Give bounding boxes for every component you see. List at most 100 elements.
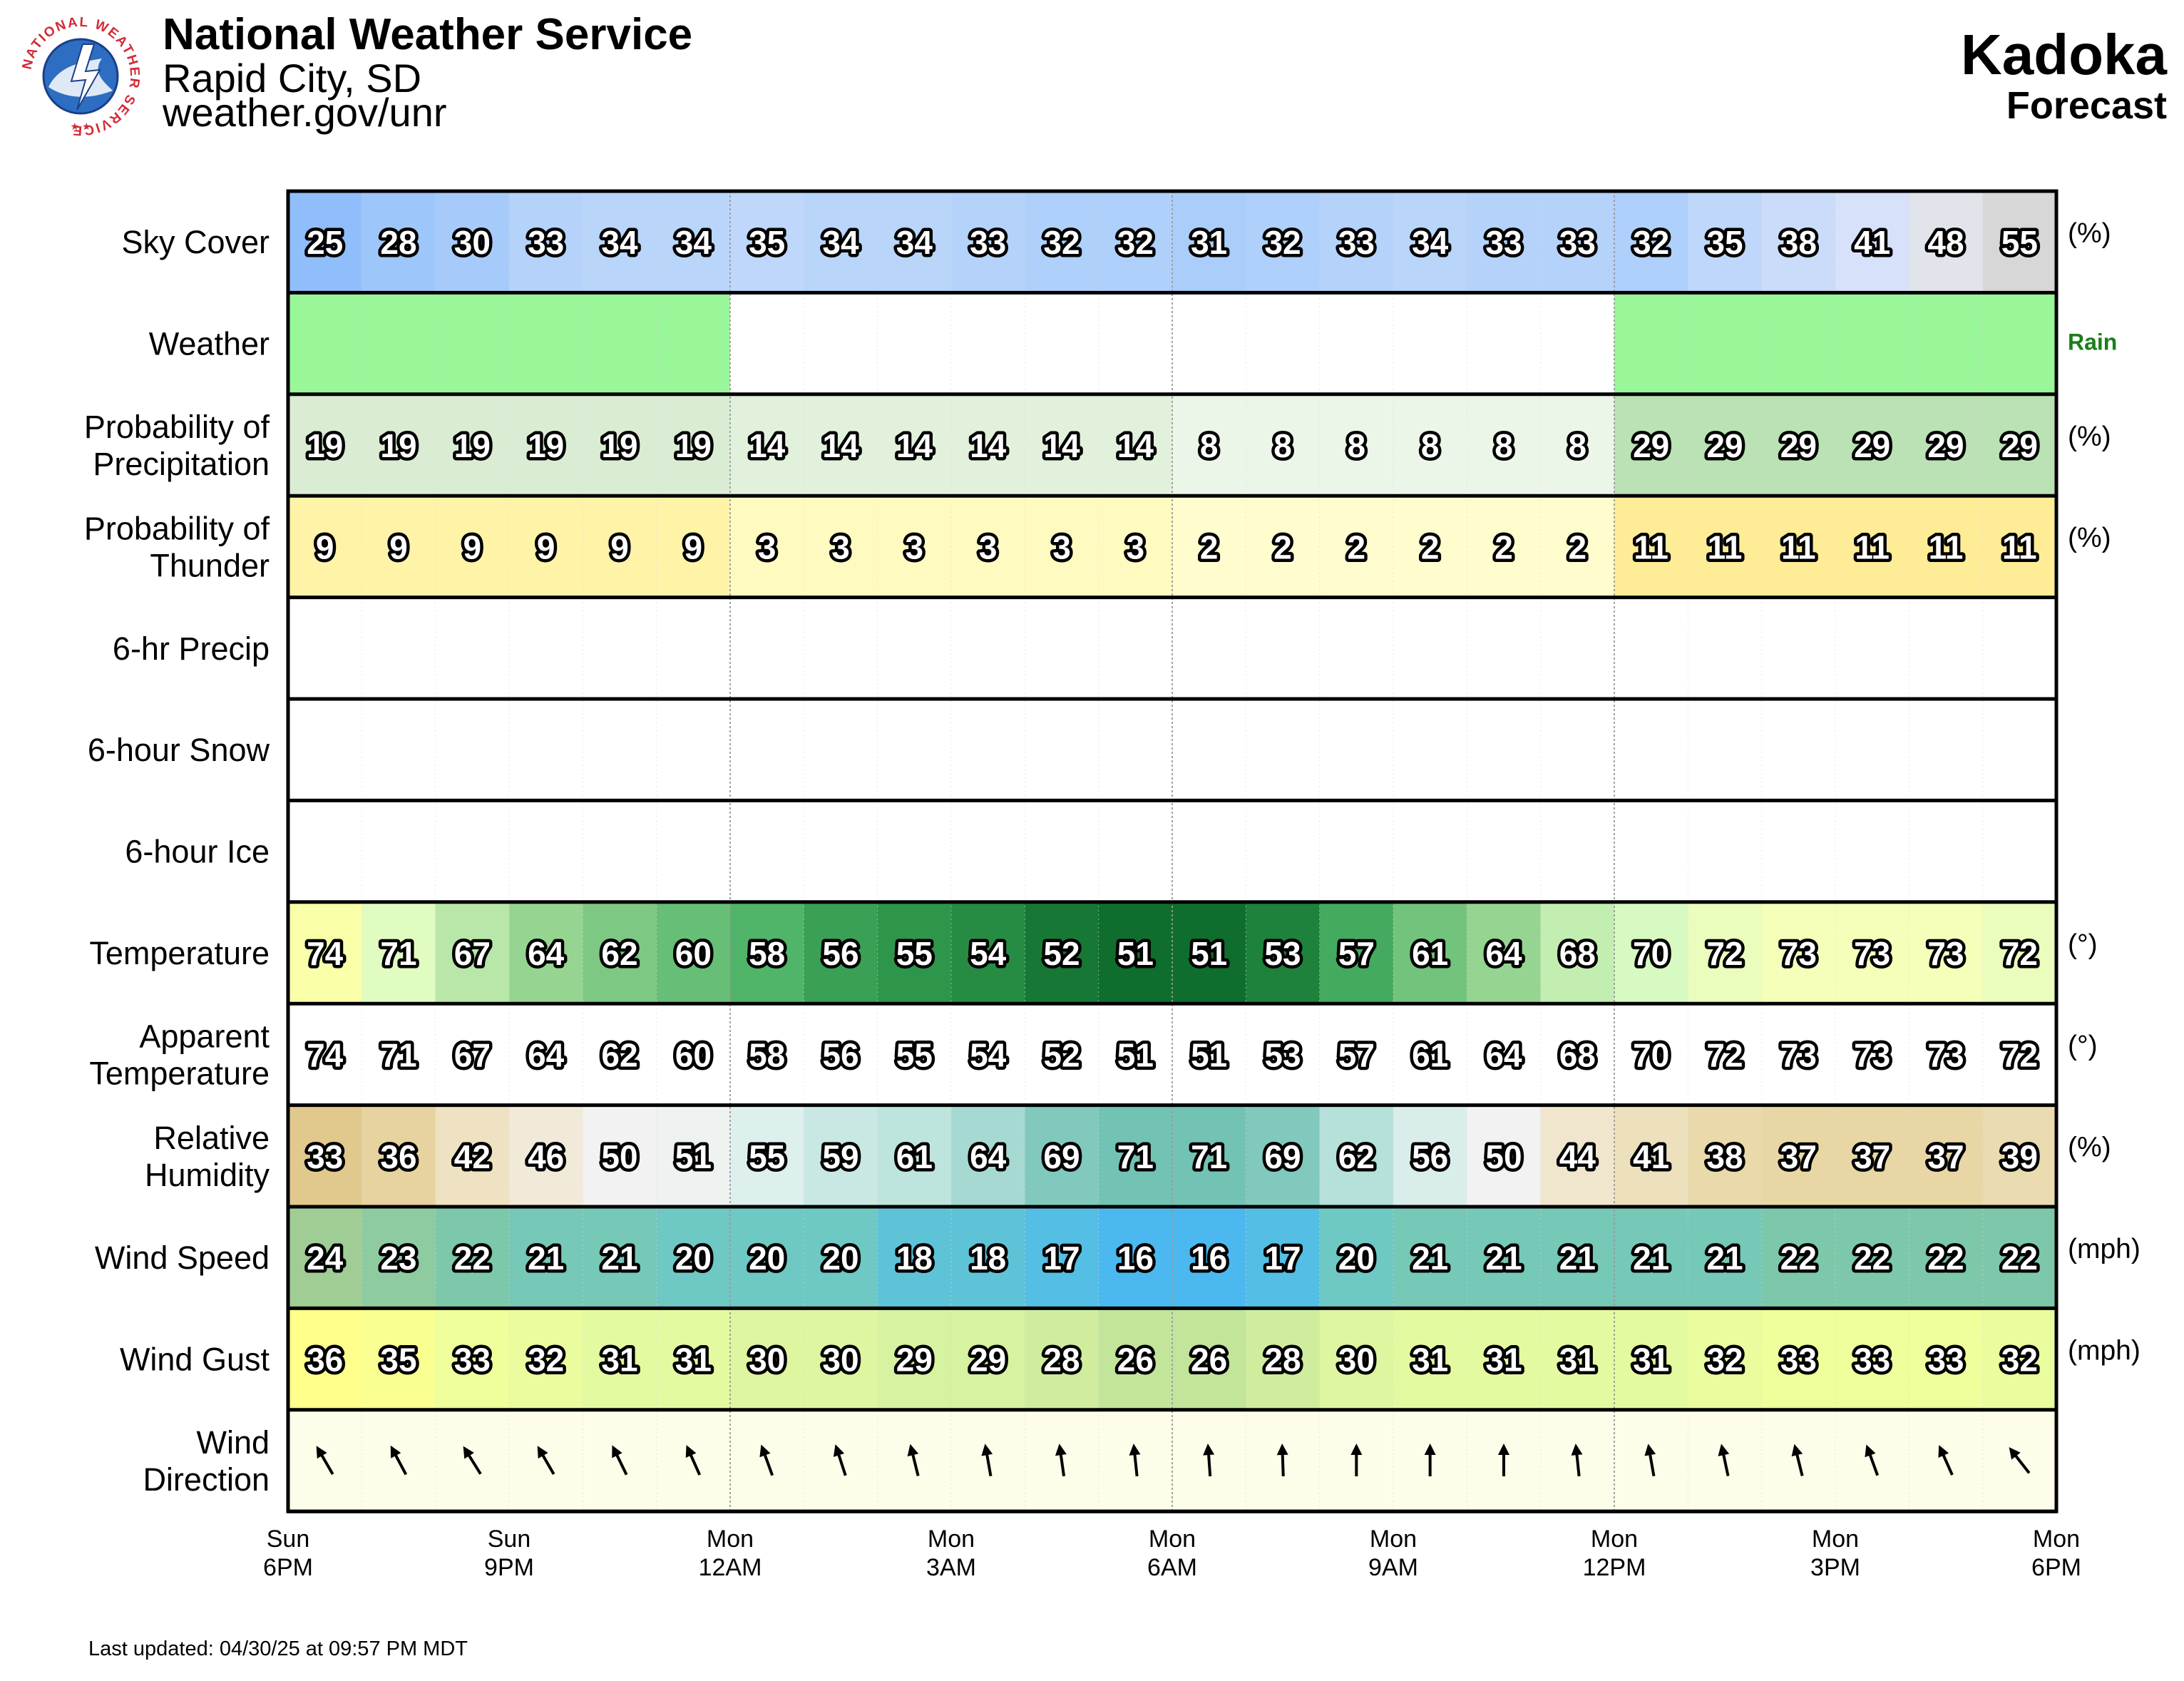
cell-pop [730,394,804,496]
cell-wind [1172,1207,1246,1309]
cell-wind [1319,1207,1394,1309]
cell-ice6 [1025,800,1099,902]
cell-ice6 [1540,800,1615,902]
value-thunder: 9 [610,528,629,566]
cell-thunder [1909,496,1984,598]
value-thunder: 2 [1421,528,1440,566]
cell-ice6 [1467,800,1542,902]
value-sky: 35 [749,224,785,261]
value-thunder: 9 [463,528,482,566]
cell-pop [1761,394,1836,496]
cell-rh [1614,1105,1688,1207]
time-tick-day: Mon [1149,1526,1196,1553]
value-temp: 73 [1927,935,1964,972]
value-rh: 50 [601,1138,637,1175]
value-temp: 68 [1559,935,1596,972]
cell-thunder [1467,496,1542,598]
cell-snow6 [877,699,952,801]
cell-ice6 [1982,800,2057,902]
value-wind: 21 [1706,1240,1743,1277]
cell-precip6 [1982,597,2057,699]
cell-precip6 [583,597,657,699]
value-thunder: 3 [831,528,850,566]
cell-gust [1540,1308,1615,1410]
row-label-pop: Precipitation [93,446,270,482]
value-sky: 34 [896,224,933,261]
wind-direction-arrow [1938,1445,1954,1476]
value-rh: 62 [1338,1138,1375,1175]
cell-precip6 [1540,597,1615,699]
cell-rh [1835,1105,1909,1207]
cell-thunder [1688,496,1763,598]
unit-rh: (%) [2068,1133,2111,1163]
cell-ice6 [951,800,1025,902]
value-gust: 26 [1117,1342,1154,1379]
cell-pop [288,394,362,496]
cell-snow6 [1688,699,1763,801]
value-gust: 26 [1191,1342,1227,1379]
value-temp: 74 [307,935,344,972]
cell-rh [1098,1105,1173,1207]
value-temp: 60 [675,935,712,972]
value-apparent: 72 [1706,1036,1743,1073]
time-tick-hour: 9AM [1368,1554,1418,1581]
cell-pop [1172,394,1246,496]
cell-pop [435,394,510,496]
cell-thunder [656,496,731,598]
cell-thunder [1246,496,1321,598]
time-tick-day: Mon [1812,1526,1859,1553]
wind-direction-arrow [390,1445,408,1476]
wind-direction-arrow [1498,1444,1509,1476]
wind-direction-arrow [1350,1444,1363,1476]
cell-gust [730,1308,804,1410]
cell-precip6 [1098,597,1173,699]
value-thunder: 11 [1781,528,1816,566]
cell-thunder [583,496,657,598]
unit-apparent: (°) [2068,1031,2098,1061]
value-thunder: 2 [1495,528,1513,566]
cell-temp [1835,901,1909,1004]
value-pop: 29 [1633,427,1669,464]
cell-snow6 [1393,699,1467,801]
value-sky: 48 [1927,224,1964,261]
value-sky: 32 [1043,224,1080,261]
cell-precip6 [1688,597,1763,699]
value-rh: 46 [528,1138,564,1175]
cell-precip6 [1835,597,1909,699]
cell-snow6 [1319,699,1394,801]
value-pop: 19 [528,427,564,464]
value-thunder: 11 [2002,528,2037,566]
cell-precip6 [730,597,804,699]
wind-direction-arrow [685,1445,702,1476]
value-temp: 71 [380,935,416,972]
cell-rh [1172,1105,1246,1207]
value-gust: 28 [1264,1342,1301,1379]
cell-snow6 [1172,699,1246,801]
value-rh: 61 [896,1138,933,1175]
cell-pop [1835,394,1909,496]
value-thunder: 9 [685,528,703,566]
cell-thunder [877,496,952,598]
cell-apparent [1835,1003,1909,1105]
cell-apparent [435,1003,510,1105]
value-pop: 14 [970,427,1007,464]
row-label-thunder: Thunder [150,547,270,583]
cell-precip6 [362,597,436,699]
cell-apparent [288,1003,362,1105]
cell-ice6 [1246,800,1321,902]
value-sky: 34 [601,224,638,261]
cell-sky [288,191,362,293]
cell-ice6 [877,800,952,902]
cell-temp [509,901,583,1004]
cell-precip6 [1025,597,1099,699]
value-thunder: 9 [537,528,555,566]
value-wind: 22 [1780,1240,1817,1277]
cell-gust [877,1308,952,1410]
cell-snow6 [1246,699,1321,801]
cell-pop [1025,394,1099,496]
cell-apparent [1319,1003,1394,1105]
cell-rh [656,1105,731,1207]
cell-apparent [656,1003,731,1105]
value-sky: 33 [1485,224,1522,261]
cell-weather [804,292,878,394]
